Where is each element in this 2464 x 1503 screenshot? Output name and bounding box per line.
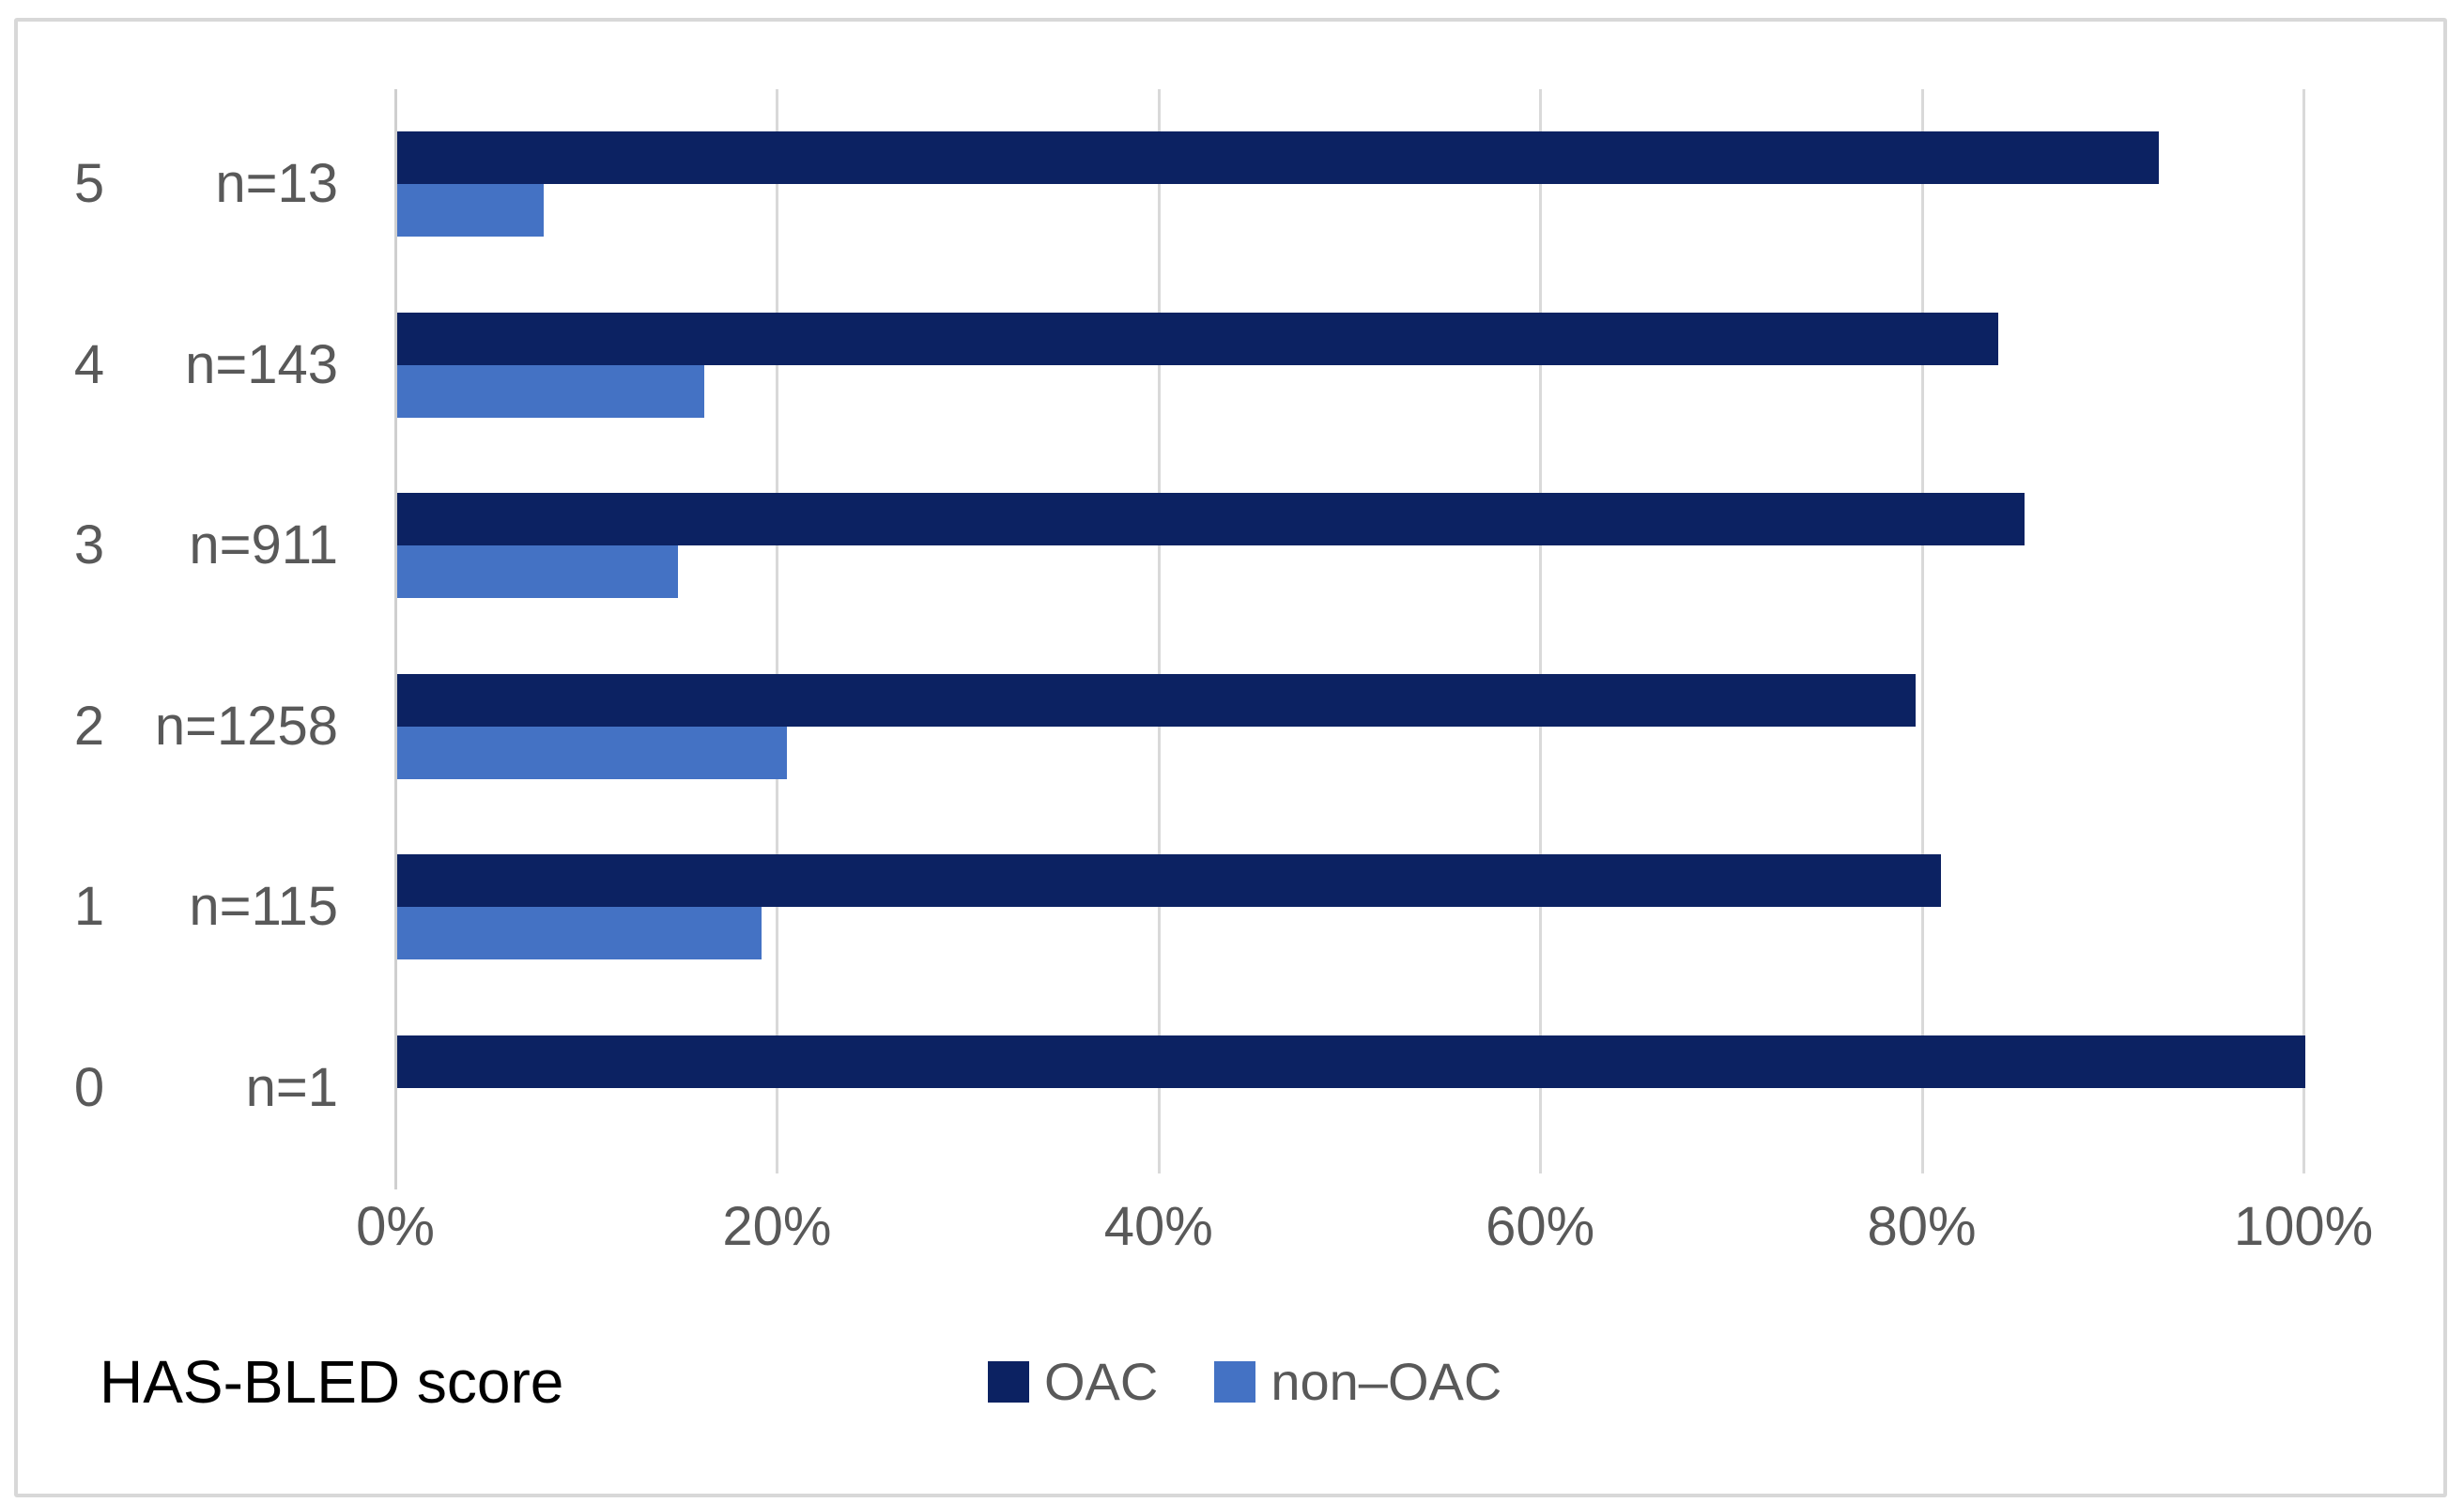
- legend-item-oac: OAC: [988, 1344, 1158, 1419]
- x-tick-label: 60%: [1486, 1196, 1595, 1257]
- gridline: [1920, 89, 1924, 1173]
- oac-swatch-icon: [988, 1361, 1029, 1403]
- bar-oac: [397, 131, 2159, 184]
- x-tick-label: 100%: [2233, 1196, 2374, 1257]
- category-score-label: 0: [73, 1056, 105, 1118]
- bar-non-oac: [397, 364, 705, 418]
- legend-label-oac: OAC: [1044, 1352, 1159, 1411]
- category-score-label: 2: [73, 695, 105, 757]
- legend: OAC non–OAC: [988, 1344, 1502, 1419]
- bar-oac: [397, 312, 1998, 365]
- bar-oac: [397, 493, 2025, 545]
- gridline: [1539, 89, 1543, 1173]
- category-score-label: 5: [73, 153, 105, 214]
- non-oac-swatch-icon: [1214, 1361, 1256, 1403]
- legend-item-non-oac: non–OAC: [1214, 1344, 1502, 1419]
- gridline: [2302, 89, 2305, 1173]
- category-score-label: 3: [73, 514, 105, 575]
- category-n-label: n=1: [245, 1056, 338, 1118]
- bar-non-oac: [397, 726, 787, 779]
- x-tick-label: 20%: [722, 1196, 832, 1257]
- x-tick-label: 0%: [356, 1196, 435, 1257]
- bar-oac: [397, 854, 1941, 907]
- category-n-label: n=143: [185, 333, 338, 395]
- bar-non-oac: [397, 184, 545, 237]
- bar-oac: [397, 673, 1917, 727]
- gridline: [776, 89, 779, 1173]
- category-n-label: n=115: [189, 876, 338, 937]
- legend-label-non-oac: non–OAC: [1270, 1352, 1502, 1411]
- category-score-label: 4: [73, 333, 105, 395]
- x-tick-label: 80%: [1867, 1196, 1977, 1257]
- category-score-label: 1: [73, 876, 105, 937]
- x-tick-label: 40%: [1103, 1196, 1213, 1257]
- gridline: [1157, 89, 1161, 1173]
- category-n-label: n=911: [189, 514, 338, 575]
- chart-border-frame: [14, 18, 2447, 1497]
- category-axis-title: HAS-BLED score: [100, 1348, 564, 1416]
- y-axis-line: [394, 89, 397, 1189]
- category-n-label: n=13: [215, 153, 338, 214]
- bar-oac: [397, 1035, 2305, 1088]
- bar-non-oac: [397, 907, 762, 959]
- category-n-label: n=1258: [154, 695, 338, 757]
- bar-non-oac: [397, 545, 678, 598]
